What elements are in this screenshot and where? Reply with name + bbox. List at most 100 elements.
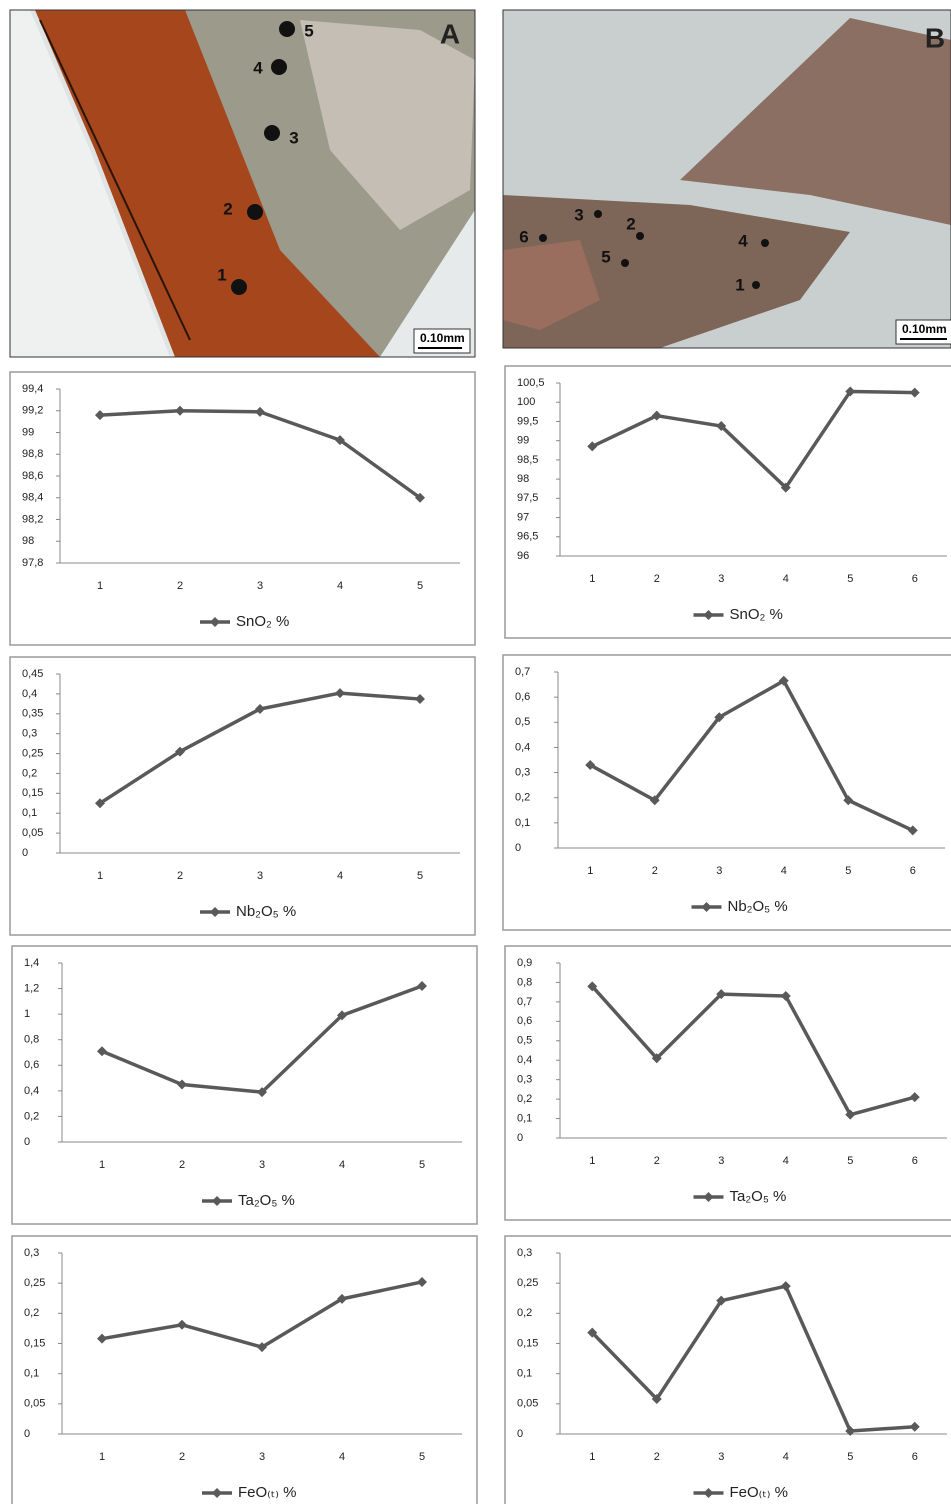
y-tick-label: 0,45 — [22, 668, 43, 680]
point-label: 5 — [304, 21, 313, 40]
y-tick-label: 0,6 — [517, 1015, 532, 1027]
data-point — [175, 405, 185, 416]
data-point — [415, 694, 425, 705]
y-tick-label: 0,3 — [22, 728, 37, 740]
data-point — [651, 1053, 662, 1064]
y-tick-label: 1,4 — [24, 957, 39, 969]
data-point — [909, 1421, 920, 1432]
data-point — [585, 760, 596, 771]
point-label: 2 — [223, 199, 232, 218]
analysis-point — [594, 210, 602, 218]
x-tick-label: 6 — [910, 865, 916, 877]
y-tick-label: 0 — [22, 847, 28, 859]
x-tick-label: 4 — [337, 580, 343, 592]
legend-marker — [703, 610, 714, 620]
x-tick-label: 6 — [912, 1155, 918, 1167]
point-label: 3 — [574, 205, 583, 224]
micrograph-frame — [502, 9, 951, 349]
y-tick-label: 0,7 — [515, 666, 530, 678]
panel-label: B — [925, 22, 945, 53]
analysis-point — [264, 125, 280, 141]
x-tick-label: 4 — [337, 870, 343, 882]
y-tick-label: 98,2 — [22, 513, 43, 525]
y-tick-label: 0,9 — [517, 957, 532, 969]
y-tick-label: 0,4 — [24, 1085, 39, 1097]
data-point — [95, 410, 105, 421]
data-point — [845, 386, 856, 397]
point-label: 5 — [601, 247, 610, 266]
series-line — [589, 679, 914, 832]
y-tick-label: 0,4 — [515, 741, 530, 753]
micrograph-frame — [9, 9, 476, 358]
x-tick-label: 3 — [718, 573, 724, 585]
x-tick-label: 1 — [589, 1155, 595, 1167]
data-point — [587, 1327, 598, 1338]
x-tick-label: 2 — [177, 580, 183, 592]
x-tick-label: 4 — [339, 1451, 345, 1463]
y-tick-label: 98,5 — [517, 454, 538, 466]
data-point — [716, 421, 727, 432]
y-tick-label: 0,05 — [22, 827, 43, 839]
data-point — [415, 492, 425, 503]
y-tick-label: 0,25 — [517, 1277, 538, 1289]
data-point — [716, 989, 727, 1000]
x-tick-label: 3 — [257, 580, 263, 592]
chart-frame — [504, 365, 951, 639]
data-point — [175, 746, 185, 757]
y-tick-label: 0,7 — [517, 996, 532, 1008]
x-tick-label: 5 — [419, 1159, 425, 1171]
chart-frame — [9, 371, 476, 646]
chart-frame — [504, 945, 951, 1221]
y-tick-label: 97,8 — [22, 557, 43, 569]
legend-label: FeO₍ₜ₎ % — [730, 1484, 788, 1501]
x-tick-label: 5 — [419, 1451, 425, 1463]
legend-marker — [703, 1192, 714, 1202]
micrograph-a — [10, 10, 475, 357]
analysis-point — [247, 204, 263, 220]
x-tick-label: 5 — [847, 1451, 853, 1463]
analysis-point — [231, 279, 247, 295]
y-tick-label: 99,2 — [22, 405, 43, 417]
analysis-point — [271, 59, 287, 75]
x-tick-label: 3 — [259, 1159, 265, 1171]
x-tick-label: 2 — [654, 573, 660, 585]
legend-marker — [210, 617, 220, 627]
data-point — [716, 1295, 727, 1306]
data-point — [780, 1281, 791, 1292]
chart-frame — [9, 656, 476, 936]
y-tick-label: 0 — [24, 1428, 30, 1440]
data-point — [255, 704, 265, 715]
x-tick-label: 1 — [99, 1451, 105, 1463]
y-tick-label: 0,4 — [22, 688, 37, 700]
data-point — [649, 795, 660, 806]
legend-label: Nb₂O₅ % — [728, 898, 788, 915]
x-tick-label: 5 — [845, 865, 851, 877]
micrograph-b — [503, 10, 951, 348]
chart-frame — [504, 1235, 951, 1509]
panel-label: A — [440, 18, 460, 49]
y-tick-label: 98,6 — [22, 470, 43, 482]
data-point — [845, 1109, 856, 1120]
x-tick-label: 2 — [652, 865, 658, 877]
legend-marker — [212, 1196, 222, 1206]
legend-label: SnO₂ % — [236, 613, 289, 630]
y-tick-label: 0,3 — [24, 1247, 39, 1259]
data-point — [907, 825, 918, 836]
data-point — [337, 1010, 347, 1021]
x-tick-label: 3 — [718, 1451, 724, 1463]
y-tick-label: 0,25 — [24, 1277, 45, 1289]
y-tick-label: 0,2 — [517, 1093, 532, 1105]
y-tick-label: 0,6 — [24, 1059, 39, 1071]
data-point — [909, 387, 920, 398]
data-point — [714, 712, 725, 723]
y-tick-label: 0,15 — [24, 1337, 45, 1349]
x-tick-label: 2 — [179, 1451, 185, 1463]
y-tick-label: 0,2 — [24, 1110, 39, 1122]
point-label: 3 — [289, 128, 298, 147]
y-tick-label: 0,05 — [24, 1398, 45, 1410]
y-tick-label: 0,35 — [22, 708, 43, 720]
series-line — [591, 389, 915, 490]
x-tick-label: 4 — [781, 865, 787, 877]
legend-marker — [701, 902, 712, 912]
